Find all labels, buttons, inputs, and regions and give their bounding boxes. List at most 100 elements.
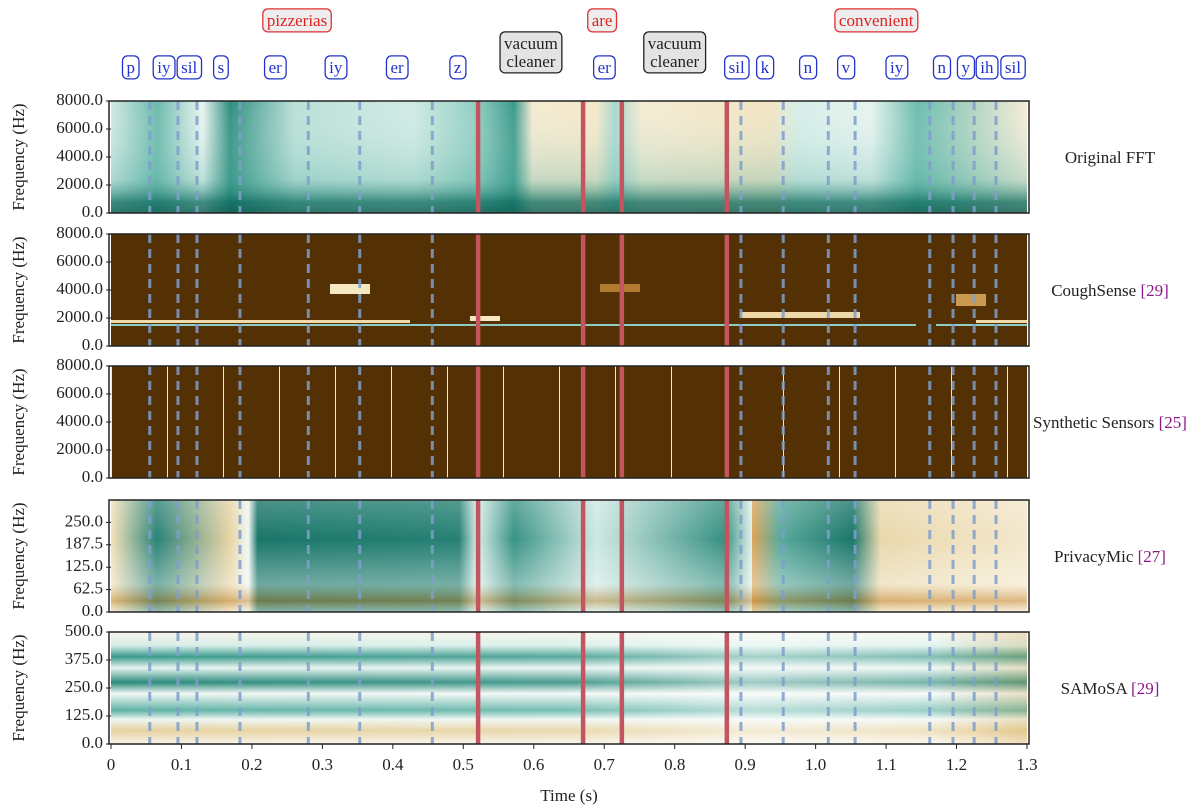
- spectrogram: [111, 632, 1027, 744]
- phoneme: sil: [1001, 56, 1025, 79]
- noise-label: vacuumcleaner: [500, 32, 562, 73]
- word-text: convenient: [839, 11, 914, 30]
- y-tick-label: 125.0: [65, 705, 103, 724]
- phoneme: n: [800, 56, 817, 79]
- phoneme-line: p: [126, 58, 135, 77]
- phoneme-text: v: [842, 58, 851, 77]
- noise-label-line: vacuum: [648, 34, 702, 53]
- phoneme-text: k: [761, 58, 770, 77]
- panel: 0.02000.04000.06000.08000.0Frequency (Hz…: [9, 90, 1156, 221]
- phoneme: ih: [976, 56, 998, 79]
- phoneme-line: iy: [890, 58, 904, 77]
- phoneme-text: p: [126, 58, 135, 77]
- phoneme: y: [957, 56, 974, 79]
- panel-name: PrivacyMic [27]: [1054, 547, 1166, 566]
- phoneme: sil: [177, 56, 201, 79]
- word-text: pizzerias: [267, 11, 327, 30]
- method-name: Original FFT: [1065, 148, 1156, 167]
- y-tick-label: 375.0: [65, 649, 103, 668]
- y-axis-label: Frequency (Hz): [9, 368, 28, 475]
- phoneme-line: ih: [980, 58, 994, 77]
- panel-name: CoughSense [29]: [1051, 281, 1169, 300]
- noise-label-line: cleaner: [506, 52, 555, 71]
- spectrogram: [111, 101, 1027, 213]
- phoneme-line: n: [804, 58, 813, 77]
- citation: [27]: [1138, 547, 1166, 566]
- panel-name: Synthetic Sensors [25]: [1033, 413, 1187, 432]
- phoneme-text: ih: [980, 58, 994, 77]
- phoneme-line: z: [454, 58, 462, 77]
- phoneme: s: [214, 56, 229, 79]
- y-tick-label: 0.0: [82, 335, 103, 354]
- y-tick-label: 187.5: [65, 534, 103, 553]
- phoneme: p: [122, 56, 139, 79]
- phoneme-line: er: [390, 58, 404, 77]
- phoneme-line: iy: [329, 58, 343, 77]
- y-tick-label: 62.5: [73, 579, 103, 598]
- phoneme-text: er: [390, 58, 404, 77]
- y-tick-label: 6000.0: [56, 383, 103, 402]
- word-line: convenient: [839, 11, 914, 30]
- phoneme-line: er: [598, 58, 612, 77]
- panel: 0.0125.0250.0375.0500.0Frequency (Hz)SAM…: [9, 621, 1159, 752]
- y-tick-label: 6000.0: [56, 118, 103, 137]
- citation: [29]: [1140, 281, 1168, 300]
- panel-name: SAMoSA [29]: [1061, 679, 1160, 698]
- y-tick-label: 0.0: [82, 601, 103, 620]
- phoneme: iy: [886, 56, 908, 79]
- x-tick-label: 0.8: [664, 755, 685, 774]
- word-line: are: [592, 11, 613, 30]
- phoneme-text: y: [961, 58, 970, 77]
- noise-label-text: vacuumcleaner: [504, 34, 558, 71]
- x-tick-label: 0: [107, 755, 116, 774]
- y-tick-label: 8000.0: [56, 223, 103, 242]
- phoneme-text: er: [269, 58, 283, 77]
- method-name: SAMoSA: [1061, 679, 1129, 698]
- phoneme: sil: [725, 56, 749, 79]
- method-name: PrivacyMic: [1054, 547, 1134, 566]
- phoneme-text: iy: [157, 58, 171, 77]
- y-tick-label: 2000.0: [56, 439, 103, 458]
- y-tick-label: 500.0: [65, 621, 103, 640]
- phoneme-line: sil: [729, 58, 745, 77]
- phoneme-text: iy: [890, 58, 904, 77]
- phoneme: z: [450, 56, 466, 79]
- y-tick-label: 4000.0: [56, 146, 103, 165]
- phoneme: iy: [325, 56, 347, 79]
- phoneme: er: [594, 56, 616, 79]
- x-tick-label: 1.2: [946, 755, 967, 774]
- phoneme-text: sil: [1005, 58, 1021, 77]
- phoneme-line: sil: [181, 58, 197, 77]
- word: pizzerias: [263, 9, 331, 32]
- x-axis-label: Time (s): [540, 786, 597, 805]
- y-tick-label: 0.0: [82, 467, 103, 486]
- phoneme-line: sil: [1005, 58, 1021, 77]
- x-tick-label: 0.9: [735, 755, 756, 774]
- panel: 0.02000.04000.06000.08000.0Frequency (Hz…: [9, 223, 1169, 354]
- x-tick-label: 0.2: [241, 755, 262, 774]
- noise-label-text: vacuumcleaner: [648, 34, 702, 71]
- y-tick-label: 8000.0: [56, 355, 103, 374]
- x-tick-label: 0.5: [453, 755, 474, 774]
- y-tick-label: 4000.0: [56, 279, 103, 298]
- y-tick-label: 0.0: [82, 202, 103, 221]
- phoneme: iy: [153, 56, 175, 79]
- phoneme: er: [265, 56, 287, 79]
- x-tick-label: 0.7: [594, 755, 616, 774]
- y-tick-label: 250.0: [65, 677, 103, 696]
- phoneme-line: y: [961, 58, 970, 77]
- y-tick-label: 6000.0: [56, 251, 103, 270]
- x-tick-label: 1.0: [805, 755, 826, 774]
- phoneme-text: iy: [329, 58, 343, 77]
- word-line: pizzerias: [267, 11, 327, 30]
- citation: [29]: [1131, 679, 1159, 698]
- y-tick-label: 125.0: [65, 556, 103, 575]
- method-name: CoughSense: [1051, 281, 1136, 300]
- method-name: Synthetic Sensors: [1033, 413, 1154, 432]
- x-tick-label: 0.6: [523, 755, 544, 774]
- noise-label-line: vacuum: [504, 34, 558, 53]
- y-tick-label: 250.0: [65, 511, 103, 530]
